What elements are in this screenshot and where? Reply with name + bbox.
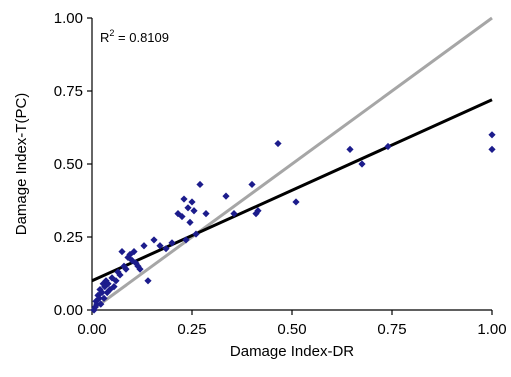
data-point xyxy=(488,145,496,153)
data-point xyxy=(202,210,210,218)
x-tick-label: 0.50 xyxy=(277,321,306,338)
data-point xyxy=(100,294,108,302)
data-point xyxy=(384,142,392,151)
data-point xyxy=(110,283,118,291)
data-point xyxy=(254,207,262,215)
axes: 0.00 0.25 0.50 0.75 1.00 0.00 0.25 0.50 0.75 1.0… xyxy=(54,10,507,338)
data-points xyxy=(90,131,496,314)
data-point xyxy=(150,236,158,244)
data-point xyxy=(98,288,106,297)
data-point xyxy=(92,297,100,305)
y-tick-label: 0.00 xyxy=(54,302,83,319)
x-tick-label: 0.75 xyxy=(377,321,406,338)
data-point xyxy=(292,198,300,206)
x-axis-title: Damage Index-DR xyxy=(230,343,354,360)
data-point xyxy=(128,256,136,264)
data-point xyxy=(140,242,148,250)
data-point xyxy=(230,210,238,218)
y-axis-title: Damage Index-T(PC) xyxy=(13,93,30,236)
data-point xyxy=(190,207,198,215)
data-point xyxy=(196,180,204,189)
data-point xyxy=(101,283,109,291)
data-point xyxy=(156,242,164,250)
data-point xyxy=(168,239,176,247)
data-point xyxy=(182,236,190,244)
data-point xyxy=(102,277,110,285)
data-point xyxy=(122,265,130,273)
r-squared-annotation: R2 = 0.8109 xyxy=(100,28,169,45)
data-point xyxy=(120,262,128,270)
data-point xyxy=(99,280,107,288)
y-tick-label: 0.25 xyxy=(54,229,83,246)
data-point xyxy=(188,198,196,206)
fit-line xyxy=(91,98,493,283)
r-squared-superscript: 2 xyxy=(109,28,114,38)
r-squared-label: R xyxy=(100,30,109,45)
x-tick-label: 0.25 xyxy=(177,321,206,338)
data-point xyxy=(116,271,124,279)
data-point xyxy=(184,204,192,212)
data-point xyxy=(132,259,140,267)
data-point xyxy=(103,288,111,297)
data-point xyxy=(178,212,186,221)
y-tick-label: 1.00 xyxy=(54,10,83,27)
data-point xyxy=(248,180,256,189)
x-tick-label: 1.00 xyxy=(477,321,506,338)
data-point xyxy=(94,291,102,299)
r-squared-value: = 0.8109 xyxy=(114,30,169,45)
data-point xyxy=(112,277,120,285)
data-point xyxy=(192,230,200,238)
data-point xyxy=(274,139,282,148)
x-tick-label: 0.00 xyxy=(77,321,106,338)
data-point xyxy=(346,145,354,153)
data-point xyxy=(358,160,366,168)
data-point xyxy=(118,248,126,256)
data-point xyxy=(136,265,144,273)
data-point xyxy=(180,195,188,203)
data-point xyxy=(95,294,103,302)
data-point xyxy=(488,131,496,139)
data-point xyxy=(104,280,112,288)
data-point xyxy=(130,248,138,256)
x-ticks: 0.00 0.25 0.50 0.75 1.00 xyxy=(77,310,507,338)
data-point xyxy=(222,192,230,200)
y-tick-label: 0.50 xyxy=(54,156,83,173)
data-point xyxy=(114,268,122,276)
data-point xyxy=(97,300,105,308)
data-point xyxy=(93,300,101,308)
y-tick-label: 0.75 xyxy=(54,83,83,100)
data-point xyxy=(144,277,152,285)
y-ticks: 0.00 0.25 0.50 0.75 1.00 xyxy=(54,10,92,319)
data-point xyxy=(162,245,170,253)
reference-line xyxy=(91,16,493,312)
data-point xyxy=(186,218,194,226)
